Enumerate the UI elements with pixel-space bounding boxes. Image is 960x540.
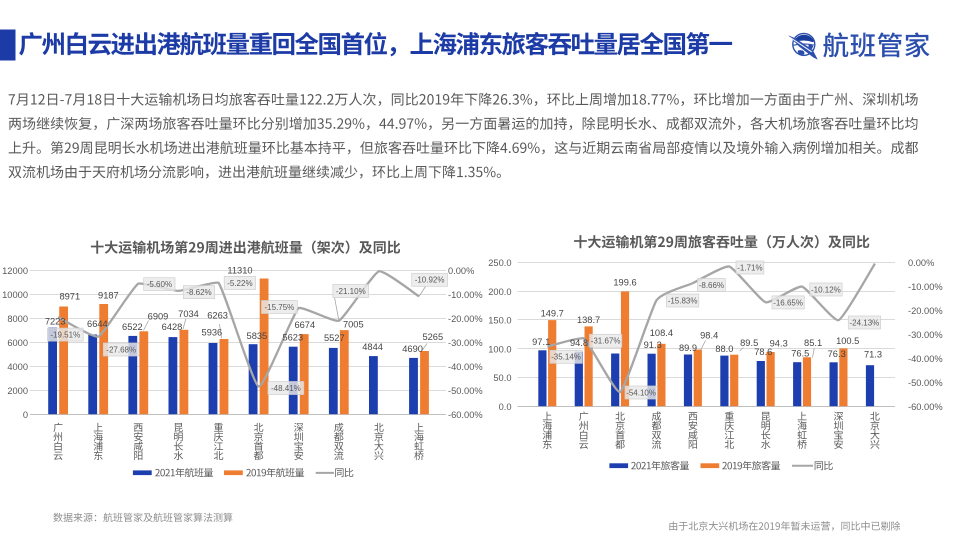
svg-text:-30.00%: -30.00%	[448, 338, 483, 348]
svg-text:2000: 2000	[7, 386, 28, 396]
svg-text:0.00%: 0.00%	[908, 258, 934, 268]
svg-text:100.5: 100.5	[836, 336, 859, 346]
svg-text:94.8: 94.8	[570, 338, 588, 348]
svg-text:-50.00%: -50.00%	[448, 386, 483, 396]
svg-text:-31.67%: -31.67%	[591, 337, 621, 346]
svg-text:-15.83%: -15.83%	[668, 296, 698, 305]
svg-text:94.3: 94.3	[770, 339, 788, 349]
svg-text:6428: 6428	[162, 322, 183, 332]
svg-text:0.00%: 0.00%	[448, 266, 474, 276]
svg-text:8971: 8971	[59, 292, 80, 302]
svg-text:76.3: 76.3	[828, 349, 846, 359]
svg-text:-30.00%: -30.00%	[908, 330, 943, 340]
svg-text:-5.60%: -5.60%	[147, 280, 172, 289]
svg-text:-5.22%: -5.22%	[227, 279, 252, 288]
svg-text:10000: 10000	[2, 290, 28, 300]
svg-text:-54.10%: -54.10%	[626, 388, 656, 397]
svg-text:9187: 9187	[98, 291, 119, 301]
svg-text:50.0: 50.0	[493, 373, 511, 383]
svg-text:-19.51%: -19.51%	[50, 331, 80, 340]
svg-text:149.7: 149.7	[541, 309, 564, 319]
svg-text:138.7: 138.7	[577, 315, 600, 325]
svg-text:98.4: 98.4	[700, 331, 718, 341]
svg-text:-50.00%: -50.00%	[908, 378, 943, 388]
svg-text:-40.00%: -40.00%	[908, 354, 943, 364]
svg-text:250.0: 250.0	[488, 258, 511, 268]
svg-text:89.9: 89.9	[679, 343, 697, 353]
svg-text:108.4: 108.4	[650, 328, 673, 338]
svg-text:6000: 6000	[7, 338, 28, 348]
svg-text:5835: 5835	[247, 331, 268, 341]
svg-text:-60.00%: -60.00%	[908, 402, 943, 412]
svg-text:-8.66%: -8.66%	[699, 281, 724, 290]
svg-text:150.0: 150.0	[488, 316, 511, 326]
svg-text:5936: 5936	[202, 328, 223, 338]
svg-text:-27.68%: -27.68%	[106, 345, 136, 354]
svg-text:6674: 6674	[294, 320, 315, 330]
svg-text:4690: 4690	[402, 344, 423, 354]
svg-text:5527: 5527	[324, 333, 345, 343]
svg-text:-8.62%: -8.62%	[186, 288, 211, 297]
svg-text:-1.71%: -1.71%	[737, 263, 762, 272]
svg-text:89.5: 89.5	[740, 338, 758, 348]
svg-text:7223: 7223	[45, 317, 66, 327]
svg-text:6263: 6263	[207, 310, 228, 320]
svg-text:-21.10%: -21.10%	[336, 287, 366, 296]
svg-text:-48.41%: -48.41%	[271, 384, 301, 393]
svg-text:-60.00%: -60.00%	[448, 410, 483, 420]
svg-text:78.6: 78.6	[754, 347, 772, 357]
svg-text:5265: 5265	[422, 332, 443, 342]
svg-text:-40.00%: -40.00%	[448, 362, 483, 372]
svg-text:11310: 11310	[227, 266, 252, 276]
svg-text:-20.00%: -20.00%	[908, 306, 943, 316]
svg-text:0: 0	[23, 410, 28, 420]
svg-text:97.1: 97.1	[532, 337, 550, 347]
svg-text:6909: 6909	[148, 311, 169, 321]
svg-text:-16.65%: -16.65%	[773, 298, 803, 307]
svg-text:-10.92%: -10.92%	[415, 276, 445, 285]
svg-text:91.3: 91.3	[644, 340, 662, 350]
svg-text:0.0: 0.0	[499, 402, 512, 412]
svg-text:200.0: 200.0	[488, 287, 511, 297]
svg-text:100.0: 100.0	[488, 345, 511, 355]
svg-text:7005: 7005	[343, 320, 364, 330]
svg-text:-15.75%: -15.75%	[265, 303, 295, 312]
svg-text:-10.12%: -10.12%	[811, 285, 841, 294]
svg-text:85.1: 85.1	[804, 338, 822, 348]
svg-text:4000: 4000	[7, 362, 28, 372]
svg-text:12000: 12000	[2, 266, 28, 276]
svg-text:6522: 6522	[122, 322, 143, 332]
svg-text:-24.13%: -24.13%	[850, 318, 880, 327]
svg-text:7034: 7034	[178, 309, 199, 319]
svg-text:71.3: 71.3	[864, 350, 882, 360]
svg-text:5623: 5623	[282, 333, 303, 343]
svg-text:-10.00%: -10.00%	[448, 290, 483, 300]
svg-text:-35.14%: -35.14%	[551, 353, 581, 362]
svg-text:8000: 8000	[7, 314, 28, 324]
svg-text:4844: 4844	[362, 342, 383, 352]
svg-text:-10.00%: -10.00%	[908, 282, 943, 292]
svg-text:88.0: 88.0	[715, 344, 733, 354]
svg-text:199.6: 199.6	[613, 278, 636, 288]
svg-text:-20.00%: -20.00%	[448, 314, 483, 324]
svg-text:6644: 6644	[87, 319, 108, 329]
svg-text:76.5: 76.5	[791, 349, 809, 359]
